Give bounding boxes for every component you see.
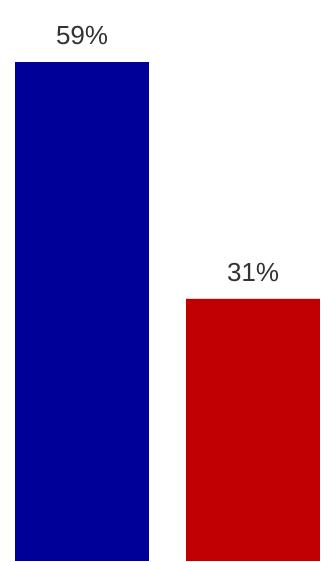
- labels-layer: 59% 31%: [56, 20, 279, 287]
- bars-layer: [15, 62, 320, 561]
- bar-0: [15, 62, 149, 561]
- data-label-1: 31%: [227, 257, 279, 287]
- bar-1: [186, 298, 320, 561]
- data-label-0: 59%: [56, 20, 108, 50]
